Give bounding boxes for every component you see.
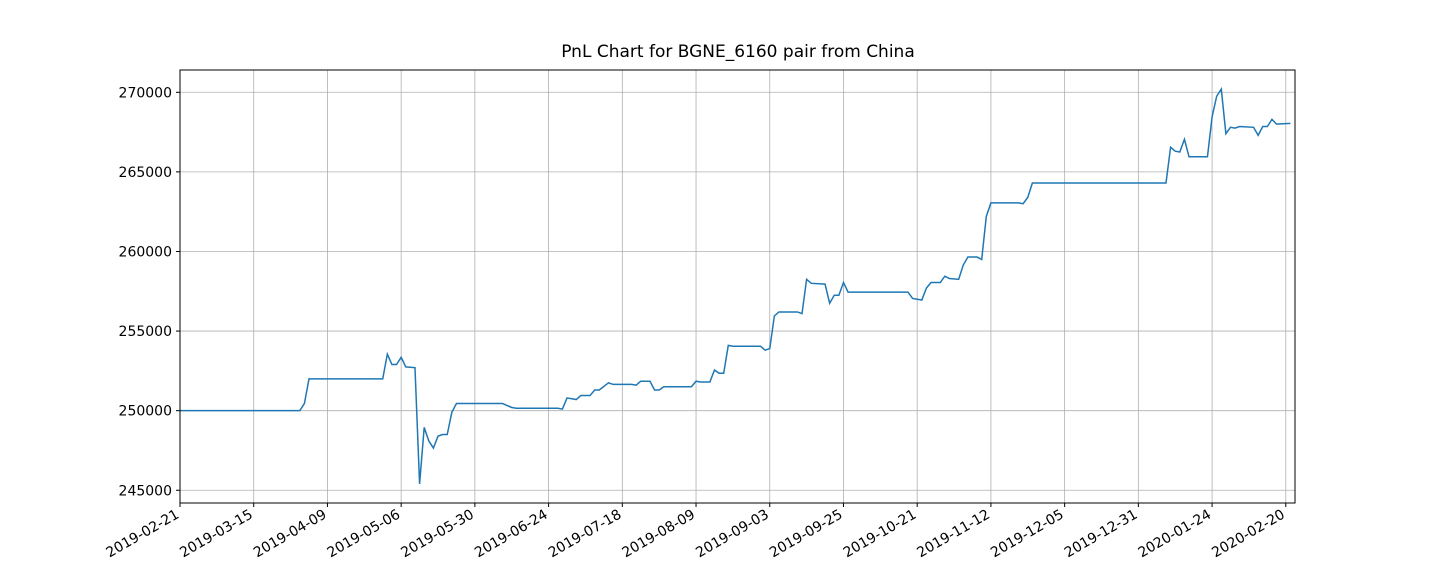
x-tick-label: 2019-02-21 <box>104 507 182 562</box>
x-tick-label: 2020-01-24 <box>1136 507 1215 562</box>
x-tick-label: 2019-07-18 <box>546 507 624 562</box>
x-tick-label: 2019-06-24 <box>472 507 551 562</box>
x-tick-label: 2019-11-12 <box>914 507 992 562</box>
y-tick-label: 265000 <box>119 165 172 181</box>
line <box>180 86 1291 484</box>
y-tick-label: 270000 <box>119 85 172 101</box>
x-tick-label: 2019-05-06 <box>325 507 404 562</box>
x-tick-label: 2019-12-31 <box>1062 507 1140 562</box>
x-tick-label: 2020-02-20 <box>1209 507 1287 562</box>
x-tick-label: 2019-04-09 <box>251 507 329 562</box>
x-tick-label: 2019-05-30 <box>398 507 476 562</box>
x-tick-label: 2019-03-15 <box>177 507 255 562</box>
x-tick-label: 2019-10-21 <box>841 507 919 562</box>
x-tick-label: 2019-08-09 <box>620 507 698 562</box>
x-tick-label: 2019-09-03 <box>693 507 771 562</box>
y-tick-label: 260000 <box>119 244 172 260</box>
x-tick-label: 2019-09-25 <box>767 507 845 562</box>
y-tick-label: 245000 <box>119 483 172 499</box>
y-tick-label: 255000 <box>119 324 172 340</box>
y-tick-label: 250000 <box>119 404 172 420</box>
x-tick-label: 2019-12-05 <box>988 507 1066 562</box>
chart-title: PnL Chart for BGNE_6160 pair from China <box>561 42 915 62</box>
plot-frame <box>179 69 1296 504</box>
